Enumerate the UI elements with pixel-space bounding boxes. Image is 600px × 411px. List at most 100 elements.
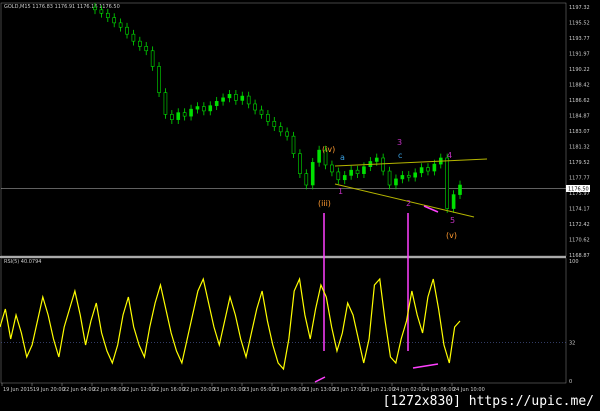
time-tick: 23 Jun 09:00 [273,387,305,393]
candle [150,50,155,67]
wave-label: 3 [397,138,402,147]
price-tick: 1190.22 [569,67,590,73]
candle [432,163,437,172]
current-price-label: 1176.50 [568,186,589,192]
rsi-tick: 0 [569,379,572,385]
lower-trendline [334,183,475,218]
price-tick: 1177.77 [569,176,590,182]
candle [259,109,264,115]
candle [419,167,424,174]
candle [426,167,430,172]
candle [234,94,238,101]
candle [342,175,347,181]
price-tick: 1197.32 [569,5,590,11]
candle [266,114,270,122]
candle [374,157,379,162]
rsi-tick: 100 [569,259,579,265]
price-tick: 1188.42 [569,83,590,89]
candle [182,112,187,117]
candle [208,105,213,112]
time-tick: 22 Jun 12:00 [123,387,155,393]
price-tick: 1175.97 [569,191,590,197]
candle [144,46,149,52]
candle [317,149,321,163]
candle [112,17,117,24]
time-tick: 23 Jun 21:00 [363,387,395,393]
wave-label: 2 [406,199,411,208]
upper-trendline [334,158,488,167]
candle [106,12,110,18]
price-tick: 1172.42 [569,222,590,228]
candle [285,131,289,137]
wave-label: (iv) [322,145,335,154]
candle [330,164,334,173]
candle [157,66,161,93]
wave-label: a [340,153,345,162]
candle [176,112,181,120]
arrow [314,376,326,383]
candle [323,149,328,166]
candle [246,95,251,105]
wave-label: 1 [338,187,343,196]
chart-title: GOLD,M15 1176.83 1176.91 1176.16 1176.50 [4,4,120,10]
time-tick: 19 Jun 20:00 [33,387,65,393]
candle [202,106,206,112]
candle [349,169,353,176]
time-tick: 24 Jun 06:00 [423,387,455,393]
candle [362,166,366,174]
time-tick: 22 Jun 16:00 [153,387,185,393]
candle [304,173,309,186]
candle [413,172,417,178]
candle [221,97,225,102]
price-tick: 1168.87 [569,253,590,259]
candle [195,106,200,110]
time-tick: 22 Jun 20:00 [183,387,215,393]
wave-label: (iii) [318,199,331,208]
time-tick: 23 Jun 01:00 [213,387,245,393]
price-tick: 1193.77 [569,36,590,42]
time-tick: 22 Jun 08:00 [93,387,125,393]
candle [387,170,392,186]
wave-label: 4 [447,151,452,160]
rsi-panel [0,257,567,384]
candle [118,22,123,28]
rsi-title: RSI(5) 40.0794 [4,259,41,265]
time-tick: 24 Jun 02:00 [393,387,425,393]
wave-label: 5 [450,216,455,225]
price-tick: 1183.07 [569,129,590,135]
time-tick: 23 Jun 17:00 [333,387,365,393]
time-tick: 22 Jun 04:00 [63,387,95,393]
wave-label: (v) [446,231,457,240]
candle [240,95,245,101]
candle [458,184,462,195]
price-tick: 1195.52 [569,21,590,27]
candle [400,175,405,180]
candle [214,101,219,106]
time-tick: 23 Jun 05:00 [243,387,275,393]
candle [125,26,129,35]
candle [336,171,341,181]
candle [298,153,302,174]
price-tick: 1174.17 [569,207,590,213]
price-tick: 1181.32 [569,145,590,151]
arrow [412,363,439,369]
price-tick: 1186.62 [569,98,590,104]
price-tick: 1179.52 [569,160,590,166]
price-tick: 1184.87 [569,114,590,120]
candle [272,121,277,127]
time-tick: 19 Jun 2015 [3,387,33,393]
rsi-line [0,276,461,371]
candle [291,135,296,154]
candle [451,194,456,209]
candle [394,178,398,186]
current-price-badge [566,184,590,192]
candle [445,157,449,209]
price-panel [0,2,567,257]
price-tick: 1191.97 [569,52,590,58]
candle [93,6,97,11]
wave-label: c [398,151,402,160]
candle [278,126,283,133]
time-tick: 24 Jun 10:00 [453,387,485,393]
